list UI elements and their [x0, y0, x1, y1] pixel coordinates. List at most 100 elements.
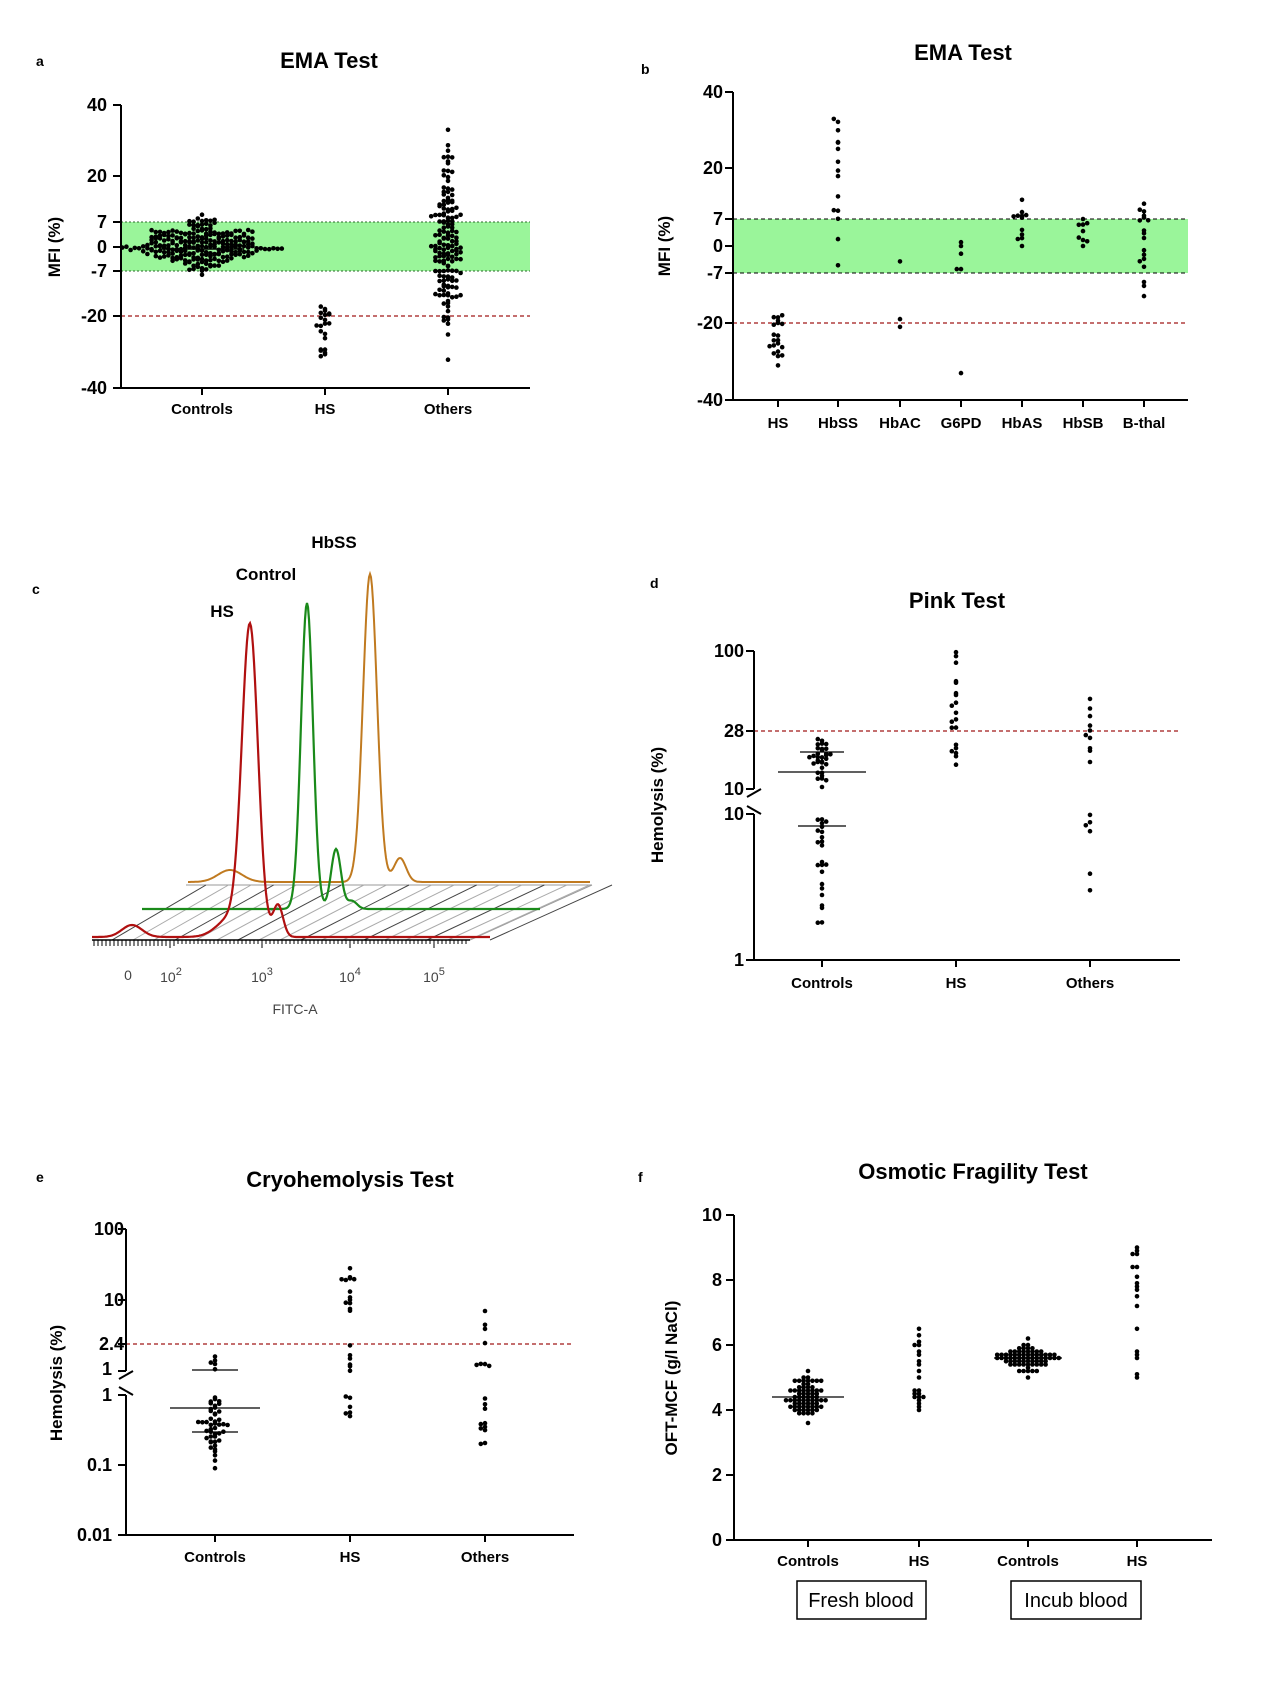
data-point	[912, 1391, 917, 1397]
data-point	[437, 253, 442, 259]
data-point	[441, 260, 447, 266]
data-point	[912, 1394, 917, 1400]
data-point	[819, 903, 825, 908]
data-point	[1008, 1359, 1013, 1364]
data-point	[445, 168, 451, 174]
data-point	[445, 251, 451, 256]
x-tick-label: 0	[124, 967, 132, 983]
data-point	[801, 1381, 806, 1387]
data-point	[318, 315, 324, 321]
data-point	[203, 226, 209, 232]
data-point	[229, 231, 234, 236]
panel-b-letter: b	[641, 61, 650, 77]
data-point	[1084, 239, 1090, 244]
y-tick-label: 20	[703, 158, 723, 178]
data-point	[1134, 1372, 1140, 1377]
data-point	[203, 258, 209, 263]
data-point	[437, 240, 442, 246]
panel-e-letter: e	[36, 1169, 44, 1185]
data-point	[203, 252, 209, 258]
data-point	[458, 245, 463, 250]
data-point	[792, 1407, 798, 1413]
y-tick-label: 40	[703, 82, 723, 102]
series-label: HbSS	[311, 533, 356, 552]
data-point	[449, 208, 455, 213]
data-point	[178, 249, 184, 255]
data-point	[199, 212, 205, 217]
data-point	[1034, 1362, 1040, 1367]
data-point	[441, 173, 447, 178]
data-point	[1137, 207, 1143, 212]
y-tick-label: 1	[102, 1385, 112, 1405]
data-point	[1030, 1346, 1035, 1351]
data-point	[161, 243, 167, 248]
panel-f: f Osmotic Fragility Test 10 8 6 4 2 0 OF…	[638, 1159, 1212, 1620]
data-point	[275, 246, 280, 252]
data-point	[212, 239, 217, 244]
data-point	[482, 1326, 488, 1332]
grid-line	[384, 884, 500, 941]
data-point	[949, 725, 955, 730]
data-point	[437, 287, 442, 293]
data-point	[339, 1277, 344, 1282]
data-point	[953, 725, 959, 730]
data-points	[195, 1266, 492, 1471]
data-point	[771, 338, 777, 343]
data-point	[949, 719, 955, 724]
data-point	[445, 357, 451, 363]
data-point	[445, 332, 451, 337]
data-point	[454, 241, 459, 247]
x-category-label: Controls	[777, 1553, 839, 1570]
data-point	[1087, 746, 1093, 751]
y-axis-label: Hemolysis (%)	[648, 747, 667, 863]
data-point	[1087, 713, 1093, 719]
data-point	[347, 1266, 353, 1271]
data-point	[819, 835, 825, 840]
data-point	[449, 218, 455, 224]
data-point	[478, 1421, 484, 1427]
data-point	[203, 231, 209, 236]
data-point	[1080, 216, 1086, 222]
data-point	[953, 762, 959, 767]
data-point	[199, 266, 205, 271]
data-point	[437, 202, 442, 207]
data-point	[445, 186, 451, 191]
data-point	[788, 1398, 793, 1403]
x-tick-label: 103	[251, 966, 273, 985]
data-point	[449, 169, 455, 175]
x-category-label: HS	[946, 975, 967, 992]
data-point	[161, 238, 167, 243]
data-point	[818, 1398, 824, 1403]
data-point	[200, 1420, 205, 1425]
data-point	[441, 168, 447, 173]
data-point	[157, 243, 163, 248]
data-point	[343, 1394, 349, 1399]
data-point	[897, 324, 903, 330]
data-point	[1019, 209, 1025, 215]
data-point	[805, 1381, 811, 1387]
data-point	[953, 717, 959, 722]
data-point	[212, 1425, 218, 1431]
data-point	[1025, 1349, 1031, 1354]
grid-line	[258, 884, 365, 941]
x-category-label: G6PD	[941, 415, 982, 432]
data-point	[204, 1435, 209, 1441]
data-point	[250, 236, 255, 241]
data-point	[1021, 1362, 1026, 1367]
data-point	[1021, 1349, 1026, 1354]
data-point	[449, 259, 455, 264]
data-point	[212, 1361, 218, 1367]
grid-line	[405, 884, 522, 941]
x-category-label: Others	[1066, 975, 1114, 992]
data-point	[815, 742, 821, 747]
data-point	[1141, 235, 1147, 241]
data-point	[1003, 1359, 1009, 1364]
data-point	[149, 240, 154, 246]
data-point	[433, 258, 438, 264]
x-category-label: HbAC	[879, 415, 921, 432]
data-point	[347, 1410, 353, 1415]
data-point	[322, 352, 328, 357]
data-point	[322, 321, 328, 326]
data-point	[199, 236, 205, 242]
data-point	[482, 1427, 488, 1433]
